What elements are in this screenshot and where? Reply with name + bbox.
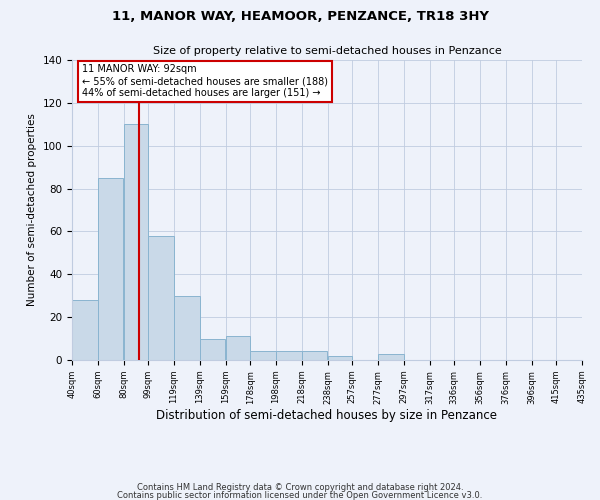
Bar: [276, 352, 302, 360]
Bar: [226, 336, 250, 360]
Y-axis label: Number of semi-detached properties: Number of semi-detached properties: [27, 114, 37, 306]
Bar: [302, 352, 328, 360]
X-axis label: Distribution of semi-detached houses by size in Penzance: Distribution of semi-detached houses by …: [157, 410, 497, 422]
Title: Size of property relative to semi-detached houses in Penzance: Size of property relative to semi-detach…: [152, 46, 502, 56]
Text: Contains HM Land Registry data © Crown copyright and database right 2024.: Contains HM Land Registry data © Crown c…: [137, 483, 463, 492]
Bar: [200, 338, 226, 360]
Bar: [250, 352, 276, 360]
Bar: [378, 354, 404, 360]
Bar: [174, 296, 200, 360]
Bar: [328, 356, 352, 360]
Bar: [148, 236, 174, 360]
Text: 11, MANOR WAY, HEAMOOR, PENZANCE, TR18 3HY: 11, MANOR WAY, HEAMOOR, PENZANCE, TR18 3…: [112, 10, 488, 23]
Text: Contains public sector information licensed under the Open Government Licence v3: Contains public sector information licen…: [118, 490, 482, 500]
Text: 11 MANOR WAY: 92sqm
← 55% of semi-detached houses are smaller (188)
44% of semi-: 11 MANOR WAY: 92sqm ← 55% of semi-detach…: [82, 64, 328, 98]
Bar: [72, 300, 98, 360]
Bar: [98, 178, 124, 360]
Bar: [124, 124, 148, 360]
